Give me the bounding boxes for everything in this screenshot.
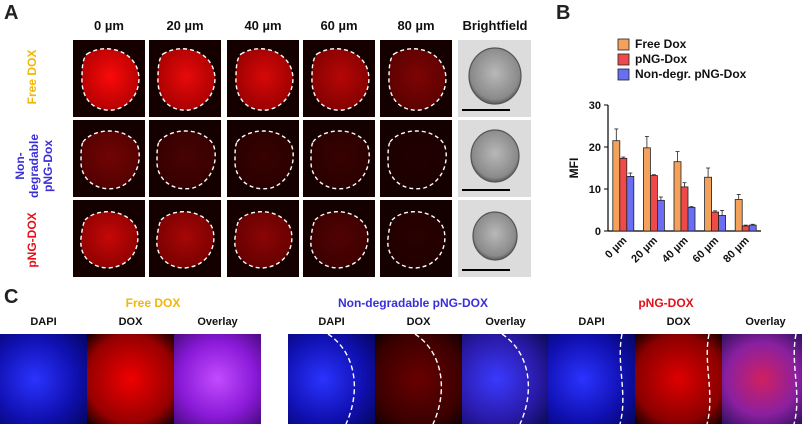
brightfield-tile-r1	[458, 120, 531, 197]
column-header-60um: 60 µm	[320, 18, 358, 33]
panel-c-channel-label: DAPI	[578, 316, 605, 328]
panel-c-channel-label: DAPI	[30, 316, 57, 328]
legend-swatch	[617, 53, 630, 66]
fluorescence-tile-r2-c4	[380, 200, 452, 277]
legend-label: Non-degr. pNG-Dox	[635, 67, 747, 81]
x-tick-label: 80 µm	[721, 234, 752, 265]
legend-label: pNG-Dox	[635, 52, 687, 66]
panel-c-channel-label: DAPI	[318, 316, 345, 328]
brightfield-tile-r2	[458, 200, 531, 277]
column-header-brightfield: Brightfield	[462, 18, 528, 33]
panel-c-group-title: Non-degradable pNG-DOX	[337, 296, 488, 310]
legend-swatch	[617, 38, 630, 51]
scale-bar	[462, 109, 510, 111]
confocal-tile-2-1	[635, 334, 722, 424]
x-tick-label: 40 µm	[660, 234, 691, 265]
fluorescence-tile-r1-c0	[73, 120, 145, 197]
panel-c-channel-label: Overlay	[197, 316, 238, 328]
bar-free-dox	[673, 161, 682, 232]
panel-c-group-title: pNG-DOX	[638, 296, 694, 310]
column-header-40um: 40 µm	[244, 18, 282, 33]
panel-letter-c: C	[4, 286, 19, 308]
y-tick-label: 0	[595, 226, 601, 238]
fluorescence-tile-r2-c2	[227, 200, 299, 277]
fluorescence-tile-r0-c2	[227, 40, 299, 117]
brightfield-tile-r0	[458, 40, 531, 117]
panel-c-channel-label: Overlay	[745, 316, 786, 328]
bar-non-degr-png-dox	[626, 175, 635, 232]
fluorescence-tile-r2-c1	[149, 200, 221, 277]
confocal-tile-2-2	[722, 334, 802, 424]
confocal-tile-1-0	[288, 334, 375, 424]
bar-png-dox	[619, 157, 628, 232]
scale-bar	[462, 269, 510, 271]
bar-free-dox	[612, 140, 621, 232]
fluorescence-tile-r2-c3	[303, 200, 375, 277]
bar-png-dox	[650, 175, 658, 232]
y-tick-label: 20	[589, 142, 601, 154]
confocal-tile-1-1	[375, 334, 462, 424]
y-axis-label: MFI	[567, 158, 581, 179]
panel-c-group-title: Free DOX	[125, 296, 181, 310]
confocal-tile-0-0	[0, 334, 87, 424]
bar-non-degr-png-dox	[748, 224, 757, 232]
bar-non-degr-png-dox	[687, 207, 696, 232]
confocal-tile-2-0	[548, 334, 635, 424]
bar-free-dox	[643, 147, 651, 232]
bar-png-dox	[711, 211, 720, 232]
fluorescence-tile-r0-c0	[73, 40, 145, 117]
confocal-tile-1-2	[462, 334, 549, 424]
legend-swatch	[617, 68, 630, 81]
row-label-png-dox: pNG-DOX	[25, 200, 39, 280]
panel-c-channel-label: DOX	[406, 316, 431, 328]
bar-non-degr-png-dox	[657, 199, 665, 232]
row-label-free-dox: Free DOX	[25, 37, 39, 117]
x-tick-label: 0 µm	[603, 234, 630, 261]
x-tick-label: 20 µm	[629, 234, 660, 265]
panel-a-image-grid: 0 µm 20 µm 40 µm 60 µm 80 µm Brightfield…	[0, 0, 545, 285]
bar-non-degr-png-dox	[718, 215, 727, 232]
bar-png-dox	[741, 225, 750, 232]
panel-letter-b: B	[556, 2, 571, 24]
panel-letter-a: A	[4, 2, 19, 24]
row-label-png-dox-text: pNG-DOX	[25, 212, 39, 268]
fluorescence-tile-r2-c0	[73, 200, 145, 277]
fluorescence-tile-r0-c1	[149, 40, 221, 117]
panel-c-channel-label: DOX	[666, 316, 691, 328]
column-header-80um: 80 µm	[397, 18, 435, 33]
scale-bar	[462, 189, 510, 191]
confocal-tile-0-1	[87, 334, 174, 424]
fluorescence-tile-r0-c4	[380, 40, 452, 117]
fluorescence-tile-r1-c2	[227, 120, 299, 197]
bar-free-dox	[704, 176, 713, 232]
x-tick-label: 60 µm	[691, 234, 722, 265]
column-header-20um: 20 µm	[166, 18, 204, 33]
fluorescence-tile-r1-c1	[149, 120, 221, 197]
panel-c-channel-label: Overlay	[485, 316, 526, 328]
bar-free-dox	[734, 199, 743, 232]
row-label-free-dox-text: Free DOX	[25, 49, 39, 105]
fluorescence-tile-r0-c3	[303, 40, 375, 117]
row-label-line-3: pNG-Dox	[41, 140, 55, 192]
panel-c-confocal-images: Free DOX DAPI DOX Overlay Non-degradable pNG…	[0, 286, 811, 426]
bar-png-dox	[680, 186, 689, 232]
fluorescence-tile-r1-c4	[380, 120, 452, 197]
confocal-tile-0-2	[174, 334, 261, 424]
column-header-0um: 0 µm	[94, 18, 124, 33]
panel-c-channel-label: DOX	[118, 316, 143, 328]
legend-label: Free Dox	[635, 37, 687, 51]
panel-b-bar-chart: 0 10 20 30 MFI 0 µm 20 µm 40 µm 60 µm 80 µm Free D…	[567, 37, 761, 265]
y-tick-label: 30	[589, 100, 601, 112]
fluorescence-tile-r1-c3	[303, 120, 375, 197]
y-tick-label: 10	[589, 184, 601, 196]
